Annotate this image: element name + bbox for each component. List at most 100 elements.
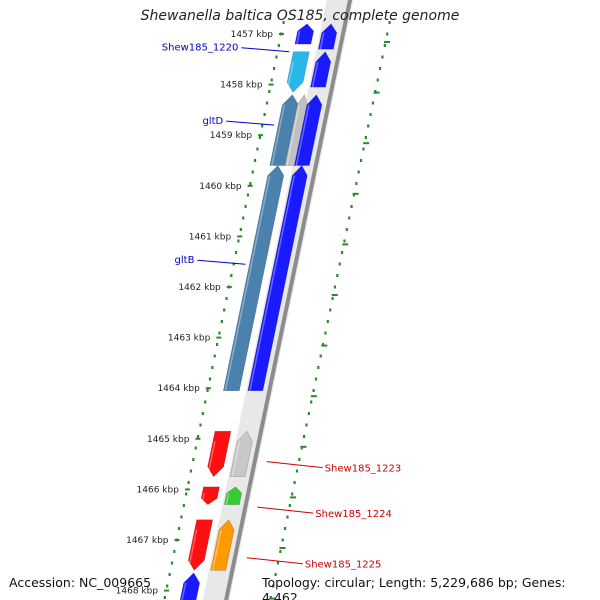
ruler-dot [338, 262, 341, 266]
ruler-dot [249, 182, 252, 185]
ruler-dot [279, 550, 282, 553]
gene-arrow [187, 519, 214, 571]
gene-highlight [296, 30, 301, 45]
gene-arrow [247, 165, 308, 392]
tick-label: 1458 kbp [220, 81, 263, 91]
ruler-dot [286, 515, 289, 519]
ruler-dot [242, 216, 245, 220]
tick-label: 1459 kbp [210, 131, 253, 141]
ruler-dot [352, 193, 356, 197]
label-leader-line [266, 461, 323, 469]
ruler-dot [215, 343, 219, 346]
gene-label: gltB [175, 255, 195, 266]
ruler-dot [369, 113, 372, 116]
gene-arrow [317, 23, 338, 50]
ruler-dot [388, 21, 391, 24]
ruler-dot [312, 389, 315, 392]
ruler-dot [336, 274, 339, 277]
backbone-line [224, 0, 353, 600]
ruler-dot [251, 170, 254, 174]
ruler-dot [170, 561, 174, 565]
topology-summary: Topology: circular; Length: 5,229,686 bp… [262, 575, 566, 600]
gene-arrow [286, 51, 310, 93]
ruler-dot [258, 136, 261, 139]
ruler-dot [319, 354, 322, 358]
ruler-dot [187, 481, 190, 484]
ruler-dot [317, 366, 320, 369]
ruler-dot [274, 573, 277, 576]
ruler-dot [213, 354, 216, 358]
ruler-dot [272, 584, 275, 588]
gene-highlight [319, 32, 325, 50]
tick-label: 1467 kbp [126, 536, 169, 546]
ruler-dot [204, 400, 207, 404]
ruler-dot [220, 320, 223, 323]
gene-highlight [187, 529, 198, 571]
ruler-dot [371, 101, 375, 105]
ruler-dot [310, 400, 313, 404]
ruler-dot [180, 515, 183, 519]
gene-highlight [225, 492, 230, 505]
gene-highlight [311, 61, 319, 88]
gene-arrow [229, 430, 253, 478]
gene-label: Shew185_1220 [162, 43, 239, 54]
ruler-dot [223, 308, 226, 312]
ruler-dot [324, 331, 327, 335]
ruler-dot [253, 159, 257, 162]
label-leader-line [226, 120, 275, 126]
ruler-dot [305, 423, 308, 427]
tick-label: 1466 kbp [137, 485, 180, 495]
gene-arrow [223, 486, 243, 505]
tick-label: 1460 kbp [199, 182, 242, 192]
ruler-dot [270, 78, 273, 82]
ruler-dot [288, 504, 291, 507]
ruler-dot [239, 228, 242, 231]
ruler-dot [291, 492, 294, 496]
accession-text: Accession: NC_009665 [9, 575, 152, 590]
ruler-dot [263, 113, 266, 116]
ruler-dot [237, 239, 240, 243]
gene-arrow [222, 165, 285, 392]
ruler-dot [282, 21, 285, 24]
label-leader-line [241, 47, 290, 53]
ruler-dot [189, 469, 193, 473]
ruler-dot [208, 377, 212, 381]
ruler-dot [194, 446, 197, 450]
tick-label: 1457 kbp [231, 30, 274, 40]
ruler-dot [206, 389, 209, 392]
ruler-dot [345, 228, 348, 231]
ruler-dot [348, 216, 351, 220]
ruler-dot [201, 412, 204, 415]
ruler-dot [173, 550, 176, 553]
ruler-dot [321, 343, 325, 346]
ruler-dot [177, 527, 181, 530]
ruler-dot [276, 561, 280, 565]
gene-arrow [284, 94, 308, 166]
ruler-dot [357, 170, 360, 174]
gene-arrow [200, 486, 220, 505]
gene-label: Shew185_1225 [305, 560, 382, 571]
gene-highlight [201, 492, 205, 505]
ruler-dot [331, 297, 334, 300]
ruler-dot [343, 239, 346, 243]
label-leader-line [197, 259, 246, 265]
gene-highlight [224, 175, 271, 391]
ruler-dot [234, 251, 238, 254]
tick-label: 1463 kbp [168, 334, 211, 344]
ruler-dot [246, 193, 250, 197]
tick-label: 1462 kbp [178, 283, 221, 293]
gene-arrow [310, 51, 332, 88]
ruler-dot [374, 90, 377, 93]
ruler-dot [295, 469, 299, 473]
gene-highlight [212, 529, 222, 571]
ruler-dot [168, 573, 171, 576]
ruler-dot [364, 136, 367, 139]
ruler-dot [333, 285, 337, 289]
ruler-dot [281, 538, 284, 542]
ruler-dot [230, 274, 233, 277]
gene-label: gltD [202, 116, 223, 127]
ruler-dot [326, 320, 329, 323]
ruler-dot [196, 435, 200, 438]
gene-highlight [231, 441, 241, 477]
ruler-dot [261, 124, 264, 128]
